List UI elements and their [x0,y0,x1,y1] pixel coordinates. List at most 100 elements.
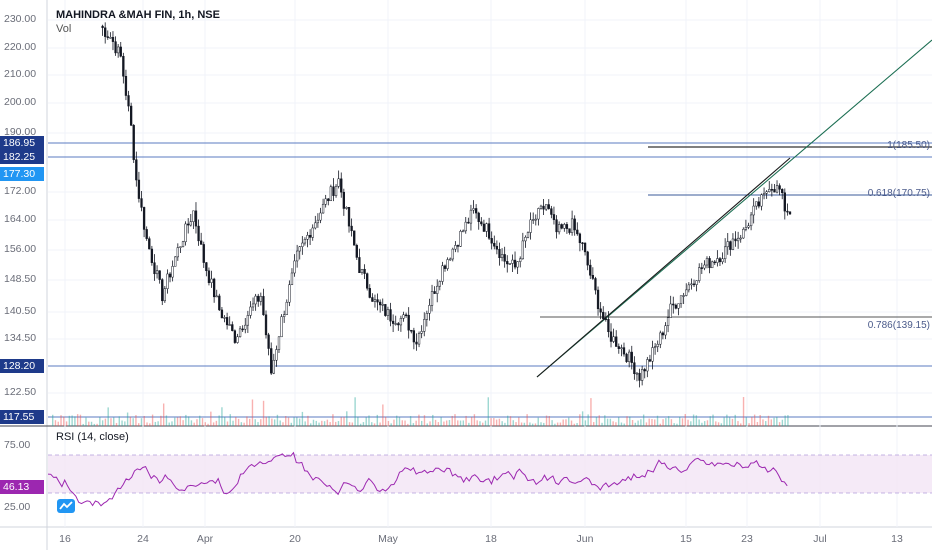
candle-body [241,328,244,331]
tradingview-logo-icon[interactable] [57,499,75,513]
candle-body [142,207,146,230]
candle-body [487,223,491,239]
candle-body [698,267,701,281]
volume-bar [462,420,465,426]
candle-body [498,248,501,259]
candle-body [711,261,714,269]
candle-body [360,268,364,273]
volume-bar [476,420,478,426]
volume-bar [540,422,542,426]
candle-body [129,105,133,126]
candle-body [202,244,205,263]
symbol-title[interactable]: MAHINDRA &MAH FIN, 1h, NSE [56,9,220,21]
candle-body [760,194,763,207]
candle-body [472,208,475,211]
candle-body [573,218,576,231]
volume-bar [501,421,503,426]
candle-body [446,259,449,269]
candle-body [220,309,224,319]
time-tick-label: May [378,533,398,545]
rsi-label[interactable]: RSI (14, close) [56,431,129,443]
candle-body [635,372,639,375]
candle-body [347,207,351,227]
volume-bar [96,423,98,426]
candle-body [231,324,234,331]
candle-body [124,75,128,96]
candle-body [306,234,309,240]
candle-body [340,178,343,193]
volume-bar [99,417,101,426]
candle-body [682,295,685,297]
rsi-band [48,455,932,493]
candle-body [591,275,595,279]
candle-body [726,241,729,248]
candle-body [228,324,231,326]
volume-bar [115,422,118,426]
volume-bar [315,420,317,426]
candle-body [109,37,112,39]
candle-body [539,205,543,209]
candle-body [700,267,703,269]
candle-body [238,328,242,337]
candle-body [301,242,304,247]
volume-bar [237,418,240,426]
volume-bar [282,422,284,426]
candle-body [334,186,338,196]
volume-bar [321,420,323,426]
volume-bar [568,417,570,426]
time-tick-label: 23 [741,533,753,545]
volume-bar [598,415,600,426]
candle-body [246,315,250,326]
volume-bar [88,421,90,426]
candle-body [205,262,208,272]
volume-bar [679,416,681,426]
candle-body [438,281,441,287]
volume-bar [593,422,595,426]
volume-bar [731,418,734,426]
volume-bar [748,423,750,426]
candle-body [270,348,273,374]
price-level-tag: 182.25 [0,150,44,164]
candle-body [218,295,221,311]
candle-body [319,212,322,221]
price-tick-label: 210.00 [4,68,37,80]
volume-bar [107,407,109,426]
candle-body [672,303,675,306]
volume-bar [518,417,520,426]
candle-body [664,325,667,336]
candle-body [570,218,574,233]
candle-body [612,336,615,342]
candle-body [685,289,688,296]
candle-body [171,266,174,278]
candle-body [314,222,317,229]
volume-bar [257,422,259,426]
volume-bar [615,422,617,426]
candle-body [557,224,561,233]
candle-body [158,270,161,280]
volume-bar [473,414,476,426]
volume-bar [357,416,359,426]
candle-body [321,203,325,214]
candle-body [604,318,607,320]
candle-body [275,349,278,361]
volume-bar [193,422,195,426]
volume-bar [759,415,761,426]
candle-body [423,319,426,332]
volume-bar [312,419,315,426]
candle-body [565,224,569,229]
volume-label[interactable]: Vol [56,23,72,35]
candle-body [295,250,299,262]
rsi-line [47,451,788,507]
volume-bar [537,417,539,426]
candle-body [345,207,348,209]
volume-bar [526,414,528,426]
volume-bar [454,414,456,426]
candle-body [407,314,410,331]
volume-bar [531,423,534,426]
candle-body [705,258,709,266]
volume-bar [423,415,426,426]
volume-bar [515,422,517,426]
volume-bar [85,417,87,426]
candle-body [739,237,742,240]
